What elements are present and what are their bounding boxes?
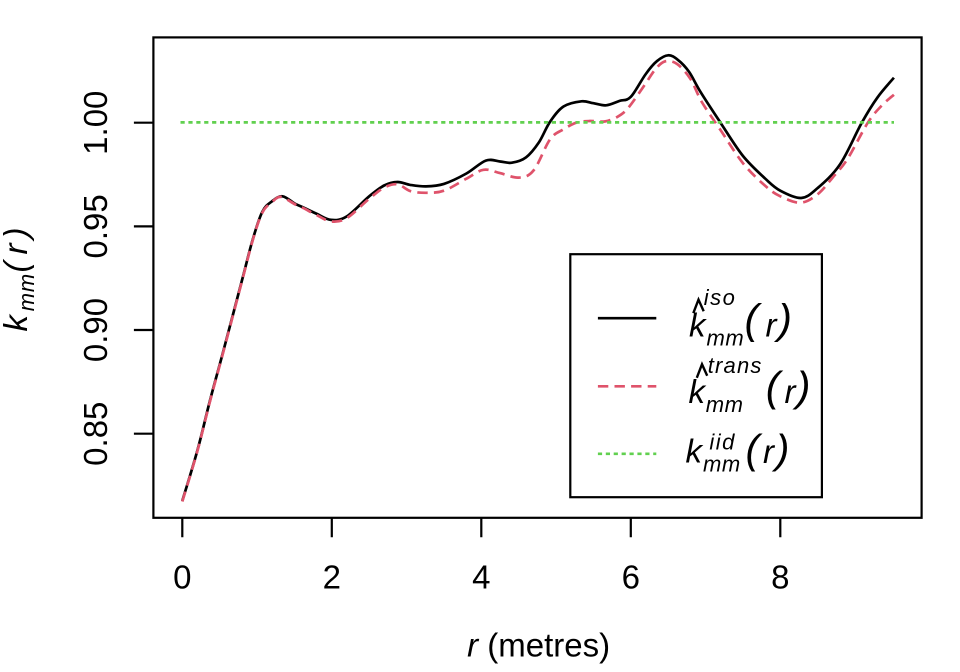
svg-text:iso: iso bbox=[704, 285, 737, 310]
svg-text:r (metres): r (metres) bbox=[467, 626, 610, 663]
svg-text:r: r bbox=[766, 306, 779, 343]
svg-text:): ) bbox=[772, 426, 790, 472]
svg-text:8: 8 bbox=[771, 558, 789, 595]
svg-text:(: ( bbox=[746, 426, 764, 472]
svg-text:6: 6 bbox=[622, 558, 640, 595]
svg-text:(: ( bbox=[0, 259, 34, 273]
svg-text:k: k bbox=[686, 433, 704, 470]
svg-text:1.00: 1.00 bbox=[77, 91, 114, 155]
svg-text:mm: mm bbox=[706, 392, 744, 417]
svg-text:iid: iid bbox=[709, 430, 736, 455]
svg-text:(: ( bbox=[766, 363, 784, 410]
svg-text:): ) bbox=[792, 363, 811, 410]
svg-text:): ) bbox=[773, 295, 792, 342]
svg-text:mm: mm bbox=[707, 325, 745, 350]
svg-text:(: ( bbox=[745, 295, 763, 342]
svg-text:mm: mm bbox=[703, 452, 741, 477]
svg-text:trans: trans bbox=[708, 353, 763, 378]
svg-text:r: r bbox=[0, 242, 34, 255]
svg-text:0.90: 0.90 bbox=[77, 298, 114, 362]
svg-text:4: 4 bbox=[472, 558, 490, 595]
svg-text:0: 0 bbox=[173, 558, 191, 595]
svg-text:r: r bbox=[763, 433, 776, 470]
svg-text:mm: mm bbox=[14, 273, 39, 311]
svg-text:k: k bbox=[0, 314, 34, 332]
svg-text:r: r bbox=[785, 373, 798, 410]
svg-text:): ) bbox=[0, 228, 34, 243]
svg-text:k: k bbox=[689, 306, 707, 343]
svg-text:0.85: 0.85 bbox=[77, 402, 114, 466]
svg-text:2: 2 bbox=[323, 558, 341, 595]
svg-text:k: k bbox=[689, 373, 707, 410]
svg-text:0.95: 0.95 bbox=[77, 194, 114, 258]
